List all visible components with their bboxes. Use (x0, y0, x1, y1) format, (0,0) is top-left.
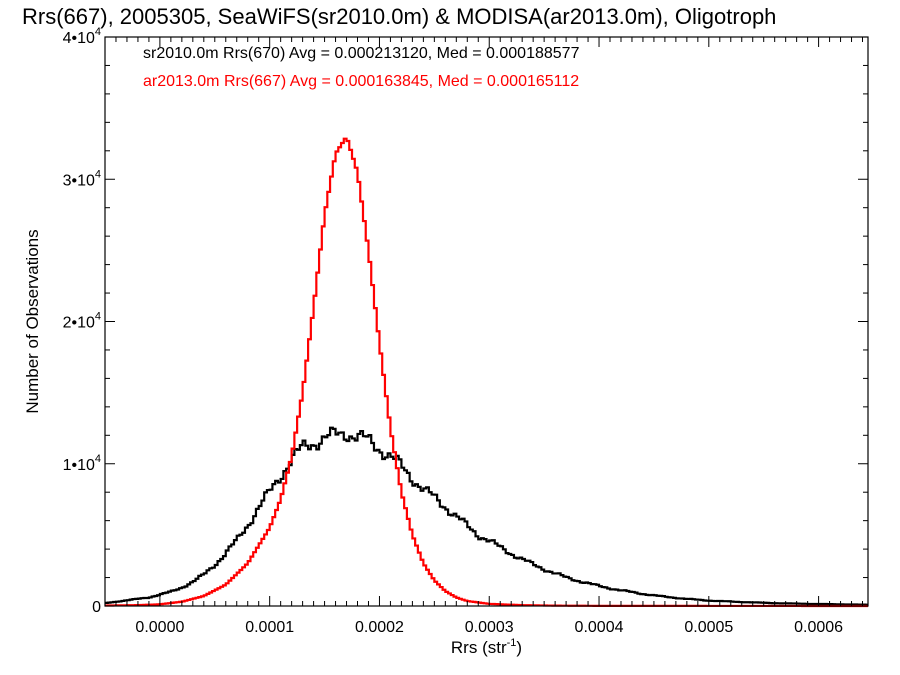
x-axis-label-suffix: ) (516, 638, 522, 657)
y-tick-label: 4•104 (63, 26, 101, 47)
y-tick-label-exp: 4 (95, 168, 101, 180)
x-tick-label: 0.0001 (245, 619, 294, 636)
x-tick-label: 0.0006 (794, 619, 843, 636)
x-axis-label: Rrs (str-1) (451, 637, 522, 657)
x-tick-label: 0.0002 (355, 619, 404, 636)
x-tick-label: 0.0004 (575, 619, 624, 636)
x-axis-label-sup: -1 (507, 637, 517, 649)
x-tick-label: 0.0003 (465, 619, 514, 636)
series-layer (105, 137, 868, 608)
series-line-1 (105, 137, 868, 608)
series-line-0 (105, 426, 868, 606)
y-tick-label: 2•104 (63, 311, 101, 332)
legend-entry-0: sr2010.0m Rrs(670) Avg = 0.000213120, Me… (143, 45, 580, 62)
y-tick-label-base: 0 (92, 599, 101, 616)
x-tick-label: 0.0000 (135, 619, 184, 636)
chart-title: Rrs(667), 2005305, SeaWiFS(sr2010.0m) & … (22, 4, 776, 29)
plot-frame (104, 36, 869, 607)
x-axis-label-text: Rrs (str (451, 638, 507, 657)
y-axis-label: Number of Observations (23, 229, 42, 413)
y-tick-label-exp: 4 (95, 311, 101, 323)
legend: sr2010.0m Rrs(670) Avg = 0.000213120, Me… (143, 45, 580, 90)
y-tick-label: 3•104 (63, 168, 101, 189)
x-axis-ticks: 0.0000 0.0001 0.0002 0.0003 0.0004 0.0005 0.00… (115, 37, 864, 636)
legend-entry-1: ar2013.0m Rrs(667) Avg = 0.000163845, Me… (143, 73, 579, 90)
plot-area: 0.0000 0.0001 0.0002 0.0003 0.0004 0.0005 0.00… (63, 26, 869, 636)
y-tick-label-base: 3•10 (63, 172, 95, 189)
y-tick-label-base: 4•10 (63, 30, 95, 47)
x-tick-label: 0.0005 (684, 619, 733, 636)
y-tick-label-base: 1•10 (63, 457, 95, 474)
y-tick-label-base: 2•10 (63, 315, 95, 332)
y-tick-label: 1•104 (63, 453, 101, 474)
y-tick-label: 0 (92, 599, 101, 616)
y-tick-label-exp: 4 (95, 453, 101, 465)
y-tick-label-exp: 4 (95, 26, 101, 38)
